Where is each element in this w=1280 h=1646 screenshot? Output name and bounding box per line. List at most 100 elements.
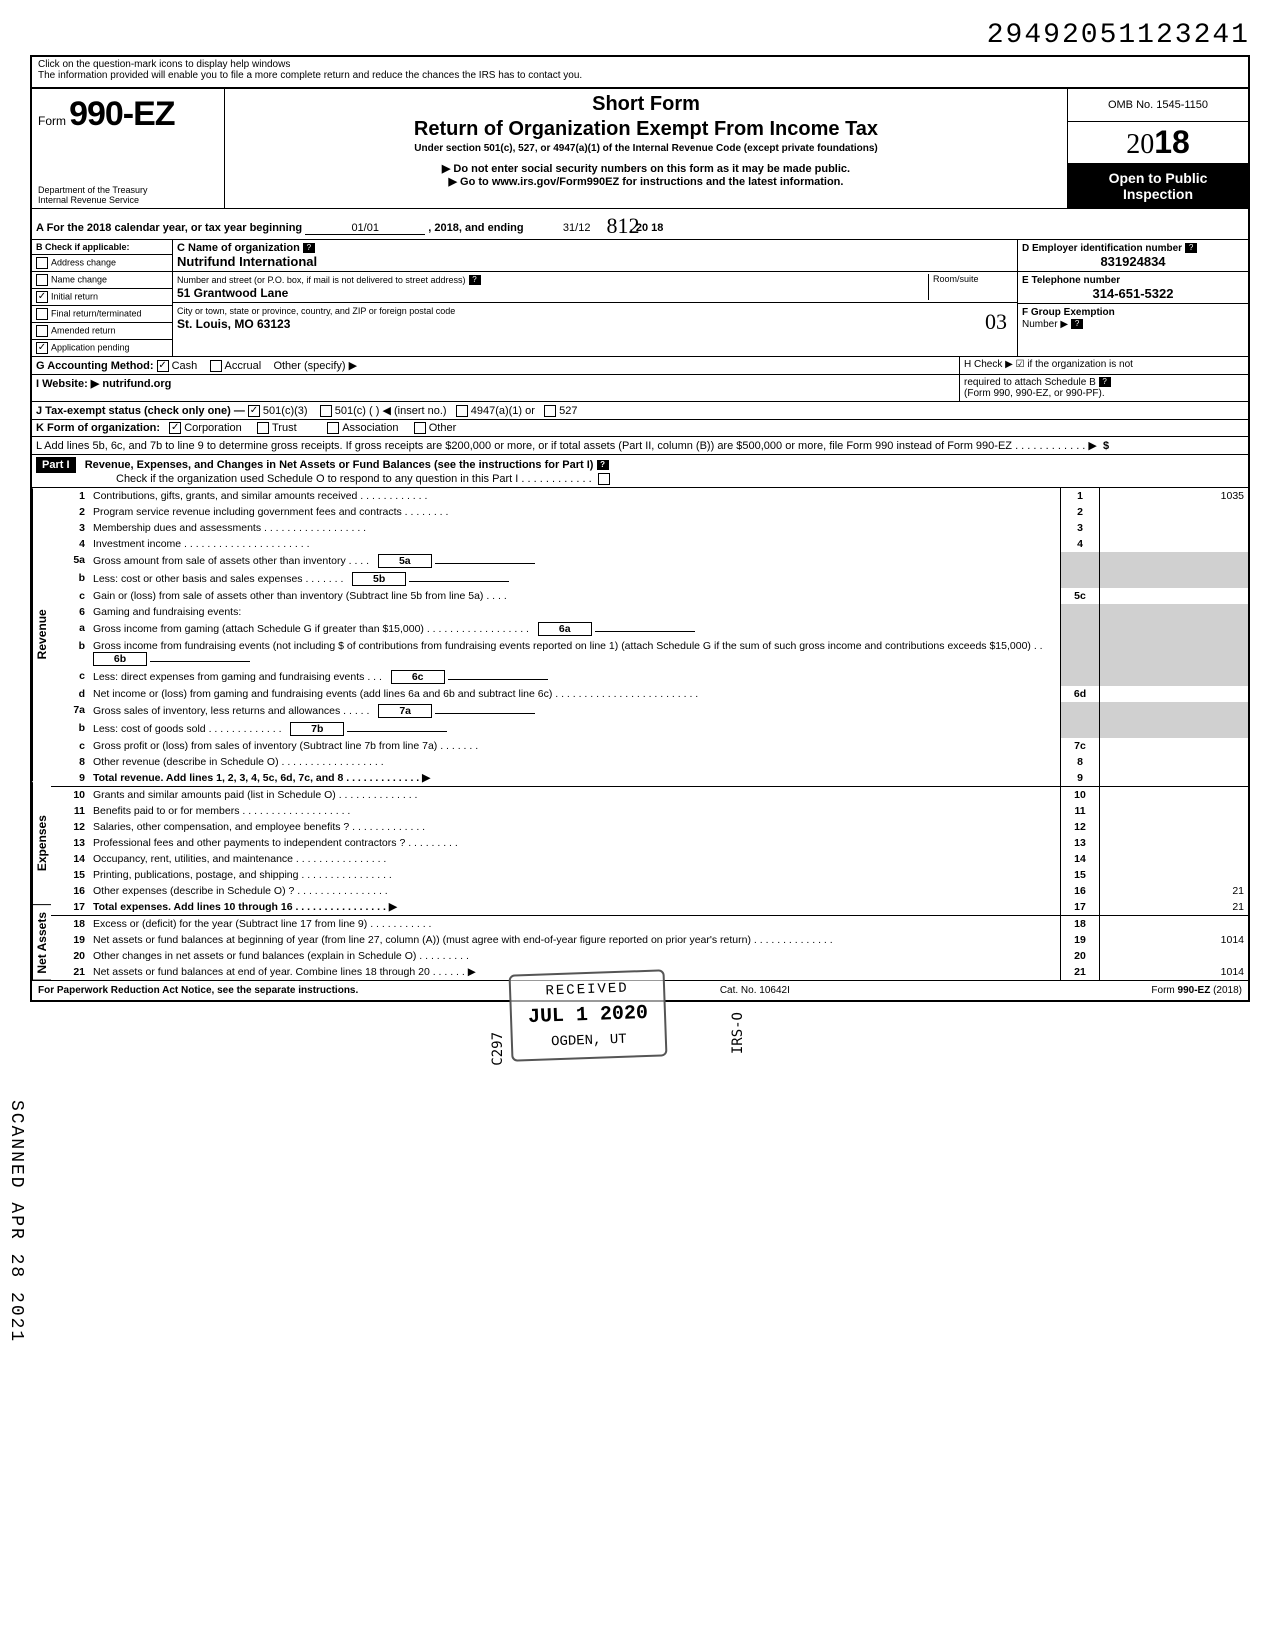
line-row: 4Investment income . . . . . . . . . . .… [51,536,1248,552]
4947-checkbox[interactable] [456,405,468,417]
line-number: 21 [51,964,89,980]
line-amount[interactable]: 21 [1100,883,1249,899]
line-text: Total revenue. Add lines 1, 2, 3, 4, 5c,… [89,770,1061,787]
line-row: 20Other changes in net assets or fund ba… [51,948,1248,964]
line-a-pre: A For the 2018 calendar year, or tax yea… [36,222,302,234]
cash-checkbox[interactable] [157,360,169,372]
ein[interactable]: 831924834 [1022,254,1244,269]
line-amount[interactable] [1100,948,1249,964]
line-amount[interactable] [1100,536,1249,552]
tax-year-begin[interactable]: 01/01 [305,222,425,235]
corp-checkbox[interactable] [169,422,181,434]
501c-checkbox[interactable] [320,405,332,417]
line-box: 20 [1061,948,1100,964]
line-amount[interactable] [1100,520,1249,536]
line-row: 17Total expenses. Add lines 10 through 1… [51,899,1248,916]
line-text: Benefits paid to or for members . . . . … [89,803,1061,819]
open-public-2: Inspection [1070,186,1246,202]
help-line-1: Click on the question-mark icons to disp… [38,59,1248,70]
line-amount[interactable] [1100,867,1249,883]
line-number: 8 [51,754,89,770]
line-row: bLess: cost of goods sold . . . . . . . … [51,720,1248,738]
line-text: Net income or (loss) from gaming and fun… [89,686,1061,702]
line-row: 10Grants and similar amounts paid (list … [51,787,1248,804]
line-box: 8 [1061,754,1100,770]
b-checkbox[interactable] [36,325,48,337]
received-stamp: RECEIVED JUL 1 2020 OGDEN, UT [509,970,668,1062]
line-amount[interactable] [1100,686,1249,702]
line-text: Net assets or fund balances at beginning… [89,932,1061,948]
line-box: 18 [1061,916,1100,933]
line-box: 17 [1061,899,1100,916]
help-icon[interactable]: ? [597,460,609,470]
handwritten-812: 812 [606,213,639,238]
b-checkbox[interactable] [36,342,48,354]
part1-label: Part I [36,457,76,473]
year-prefix: 20 [1126,129,1154,160]
under-section: Under section 501(c), 527, or 4947(a)(1)… [235,143,1057,154]
501c3-checkbox[interactable] [248,405,260,417]
help-line-2: The information provided will enable you… [38,70,1248,81]
line-amount[interactable]: 1014 [1100,932,1249,948]
assoc-checkbox[interactable] [327,422,339,434]
line-row: 2Program service revenue including gover… [51,504,1248,520]
help-icon[interactable]: ? [303,243,315,253]
line-amount[interactable] [1100,851,1249,867]
help-icon[interactable]: ? [469,275,481,285]
part1-check-text: Check if the organization used Schedule … [116,473,592,485]
org-name[interactable]: Nutrifund International [177,254,1013,269]
lines-table: 1Contributions, gifts, grants, and simil… [51,488,1248,980]
line-amount[interactable] [1100,819,1249,835]
schedule-o-checkbox[interactable] [598,473,610,485]
phone[interactable]: 314-651-5322 [1022,286,1244,301]
line-number: 6 [51,604,89,620]
line-amount[interactable] [1100,504,1249,520]
line-box: 14 [1061,851,1100,867]
527-checkbox[interactable] [544,405,556,417]
line-text: Gross income from gaming (attach Schedul… [89,620,1061,638]
trust-checkbox[interactable] [257,422,269,434]
line-row: 15Printing, publications, postage, and s… [51,867,1248,883]
line-amount[interactable] [1100,835,1249,851]
line-amount[interactable] [1100,803,1249,819]
line-number: 3 [51,520,89,536]
line-amount[interactable]: 21 [1100,899,1249,916]
j-label: J Tax-exempt status (check only one) — [36,405,245,417]
help-icon[interactable]: ? [1071,319,1083,329]
line-amount[interactable] [1100,754,1249,770]
line-row: dNet income or (loss) from gaming and fu… [51,686,1248,702]
b-checkbox[interactable] [36,274,48,286]
line-text: Other changes in net assets or fund bala… [89,948,1061,964]
line-amount[interactable]: 1035 [1100,488,1249,504]
help-icon[interactable]: ? [1185,243,1197,253]
line-amount[interactable] [1100,916,1249,933]
part1-title: Revenue, Expenses, and Changes in Net As… [85,459,594,471]
form-frame: Form 990-EZ Department of the Treasury I… [30,87,1250,1002]
line-text: Membership dues and assessments . . . . … [89,520,1061,536]
line-row: cLess: direct expenses from gaming and f… [51,668,1248,686]
street-address[interactable]: 51 Grantwood Lane [177,286,928,300]
b-checkbox[interactable] [36,291,48,303]
city-state-zip[interactable]: St. Louis, MO 63123 [177,317,1013,331]
line-row: 18Excess or (deficit) for the year (Subt… [51,916,1248,933]
website[interactable]: nutrifund.org [102,378,171,390]
c-label: C Name of organization [177,242,300,254]
line-text: Less: cost or other basis and sales expe… [89,570,1061,588]
line-text: Excess or (deficit) for the year (Subtra… [89,916,1061,933]
b-checkbox[interactable] [36,257,48,269]
line-text: Printing, publications, postage, and shi… [89,867,1061,883]
help-icon[interactable]: ? [1099,377,1111,387]
b-checkbox[interactable] [36,308,48,320]
line-amount[interactable] [1100,770,1249,787]
line-amount[interactable] [1100,588,1249,604]
other-checkbox[interactable] [414,422,426,434]
accrual-checkbox[interactable] [210,360,222,372]
line-box: 10 [1061,787,1100,804]
line-amount[interactable] [1100,738,1249,754]
j-501c3: 501(c)(3) [263,405,308,417]
line-amount[interactable]: 1014 [1100,964,1249,980]
line-box: 1 [1061,488,1100,504]
line-row: 12Salaries, other compensation, and empl… [51,819,1248,835]
line-amount[interactable] [1100,787,1249,804]
line-row: 19Net assets or fund balances at beginni… [51,932,1248,948]
